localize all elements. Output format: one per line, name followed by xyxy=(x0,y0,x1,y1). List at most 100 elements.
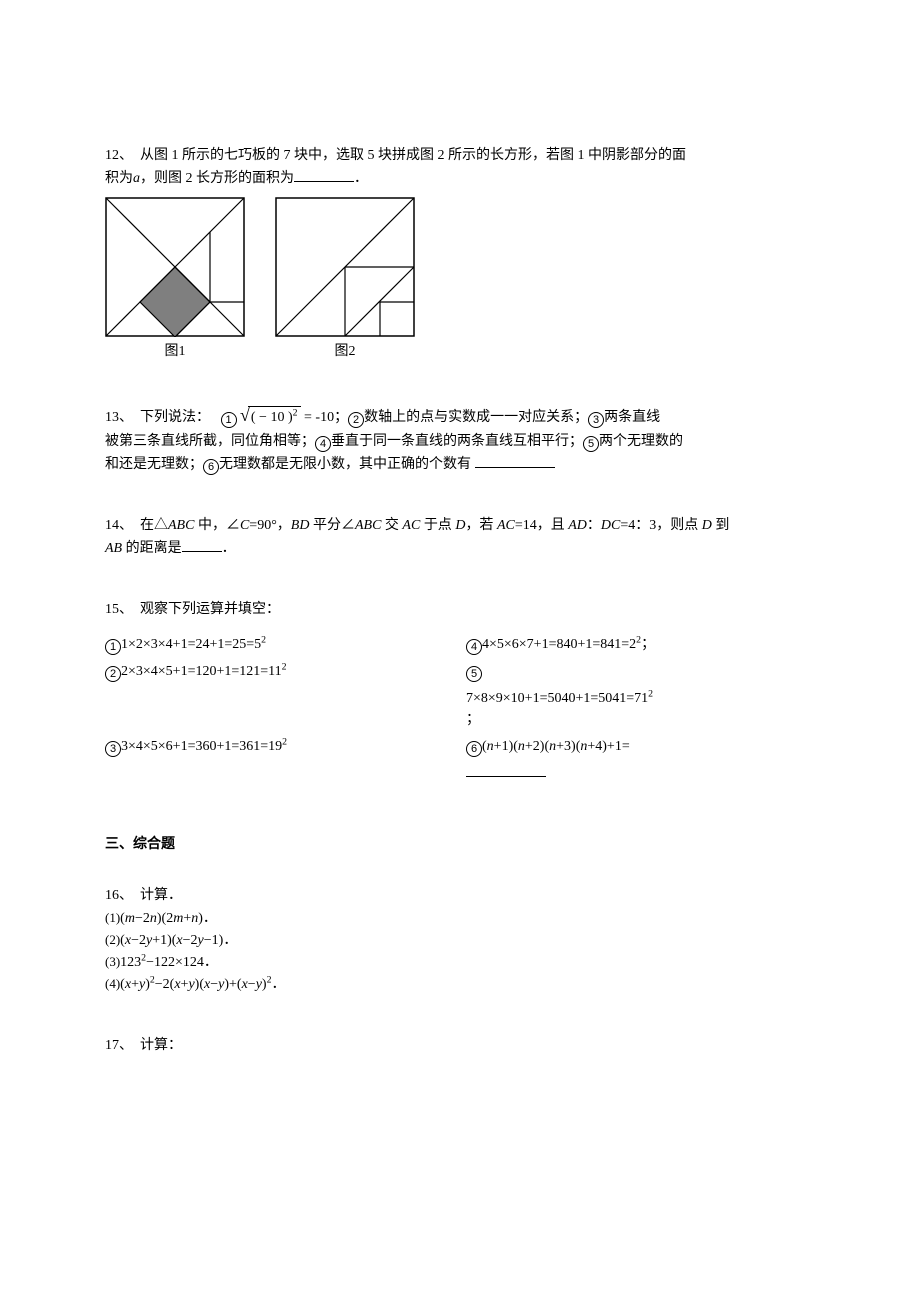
q16-s1m2: m xyxy=(173,911,183,926)
q12-fig2-svg xyxy=(275,197,415,337)
q16-s4: (4)(x+y)2−2(x+y)(x−y)+(x−y)2． xyxy=(105,974,815,995)
q15-grid: 11×2×3×4+1=24+1=25=52 22×3×4×5+1=120+1=1… xyxy=(105,634,815,784)
q13-t2: 数轴上的点与实数成一一对应关系； xyxy=(364,410,588,425)
q15-e6b: +1)( xyxy=(494,739,518,754)
q13-c5: 5 xyxy=(583,436,599,452)
q16-s3a: 123 xyxy=(120,955,141,970)
q13-c3: 3 xyxy=(588,412,604,428)
q15-n2: n xyxy=(518,739,525,754)
q15-num: 15、 xyxy=(105,602,133,617)
q15-c1: 1 xyxy=(105,639,121,655)
q16-s2d: −2 xyxy=(183,933,198,948)
q13-t3: 两条直线 xyxy=(604,410,660,425)
q13-sep1: ； xyxy=(334,410,348,425)
q12-text-a: 从图 1 所示的七巧板的 7 块中，选取 5 块拼成图 2 所示的长方形，若图 … xyxy=(140,148,686,163)
q13-sqrt-exp: 2 xyxy=(293,407,298,418)
q16-s2: (2)(x−2y+1)(x−2y−1)． xyxy=(105,930,815,951)
q16-title: 计算． xyxy=(140,888,182,903)
q13-line2a: 被第三条直线所截，同位角相等； xyxy=(105,434,315,449)
q16-s4h: )+( xyxy=(224,977,241,992)
q14-d2: D xyxy=(702,518,712,533)
q16-s4i: − xyxy=(248,977,256,992)
q16-num: 16、 xyxy=(105,888,133,903)
q14-c: C xyxy=(240,518,249,533)
q15-e5: 7×8×9×10+1=5040+1=5041=71 xyxy=(466,691,648,706)
q15-title: 观察下列运算并填空： xyxy=(140,602,280,617)
q13-c4: 4 xyxy=(315,436,331,452)
q16-s1: (1)(m−2n)(2m+n)． xyxy=(105,908,815,929)
q12-text-b-mid: ，则图 2 长方形的面积为 xyxy=(140,171,294,186)
q16-s2n: (2) xyxy=(105,932,120,947)
q16-s4n: (4) xyxy=(105,976,120,991)
q13-c2: 2 xyxy=(348,412,364,428)
q15-e6d: +3)( xyxy=(556,739,580,754)
q16-s1m: m xyxy=(125,911,135,926)
q16-s2c: +1)( xyxy=(152,933,176,948)
q15-item6-blank xyxy=(466,763,815,784)
q14-m10: 到 xyxy=(712,518,730,533)
q15-blank xyxy=(466,763,546,777)
q14-ac: AC xyxy=(402,518,420,533)
q13-line1: 13、 下列说法： 1 √( − 10 )2 = -10；2数轴上的点与实数成一… xyxy=(105,402,815,429)
q14-m9: =4：3，则点 xyxy=(620,518,701,533)
q14-m8: ： xyxy=(587,518,601,533)
question-13: 13、 下列说法： 1 √( − 10 )2 = -10；2数轴上的点与实数成一… xyxy=(105,402,815,475)
q12-line1: 12、 从图 1 所示的七巧板的 7 块中，选取 5 块拼成图 2 所示的长方形… xyxy=(105,145,815,166)
q14-pre: 在 xyxy=(140,518,154,533)
q14-num: 14、 xyxy=(105,518,133,533)
q14-dc: DC xyxy=(601,518,620,533)
q15-c3: 3 xyxy=(105,741,121,757)
question-17: 17、 计算： xyxy=(105,1035,815,1056)
q12-fig2-label: 图2 xyxy=(275,341,415,362)
q16-s2p: ． xyxy=(223,933,237,948)
q15-e4p: ； xyxy=(641,637,655,652)
q16-s4b: + xyxy=(131,977,139,992)
q14-m5: 于点 xyxy=(420,518,455,533)
question-16: 16、 计算． (1)(m−2n)(2m+n)． (2)(x−2y+1)(x−2… xyxy=(105,885,815,995)
q14-tri: △ xyxy=(154,518,168,533)
q13-t6: 无理数都是无限小数，其中正确的个数有 xyxy=(219,457,475,472)
q14-d: D xyxy=(455,518,465,533)
question-12: 12、 从图 1 所示的七巧板的 7 块中，选取 5 块拼成图 2 所示的长方形… xyxy=(105,145,815,362)
q14-m2: =90°， xyxy=(249,518,291,533)
q13-c6: 6 xyxy=(203,459,219,475)
q16-s1c: )(2 xyxy=(157,911,173,926)
q14-l2m: 的距离是 xyxy=(122,541,182,556)
q15-c2: 2 xyxy=(105,666,121,682)
q15-e1: 1×2×3×4+1=24+1=25=5 xyxy=(121,637,261,652)
q12-text-b-pre: 积为 xyxy=(105,171,133,186)
q14-ac2: AC xyxy=(497,518,515,533)
question-15: 15、 观察下列运算并填空： 11×2×3×4+1=24+1=25=52 22×… xyxy=(105,599,815,784)
q14-blank xyxy=(182,538,222,552)
q12-fig1-label: 图1 xyxy=(105,341,245,362)
q15-e2: 2×3×4×5+1=120+1=121=11 xyxy=(121,664,282,679)
q15-e4: 4×5×6×7+1=840+1=841=2 xyxy=(482,637,636,652)
q13-sqrt: √( − 10 )2 xyxy=(240,402,301,429)
q16-s3n: (3) xyxy=(105,954,120,969)
q14-line2: AB 的距离是． xyxy=(105,538,815,559)
q17-title: 计算： xyxy=(140,1038,182,1053)
q16-s1n: (1) xyxy=(105,910,120,925)
q16-s3b: −122×124． xyxy=(146,955,218,970)
q15-item5a: 5 xyxy=(466,661,815,682)
q16-s4f: )( xyxy=(195,977,204,992)
q13-line3: 和还是无理数；6无理数都是无限小数，其中正确的个数有 xyxy=(105,454,815,475)
section-3-title: 三、综合题 xyxy=(105,834,815,855)
q14-abc: ABC xyxy=(168,518,194,533)
q16-s4p: ． xyxy=(272,977,286,992)
q14-ad: AD xyxy=(568,518,587,533)
question-14: 14、 在△ABC 中，∠C=90°，BD 平分∠ABC 交 AC 于点 D，若… xyxy=(105,515,815,559)
q12-figures: 图1 图2 xyxy=(105,197,815,362)
q12-fig1-wrap: 图1 xyxy=(105,197,245,362)
q13-c1: 1 xyxy=(221,412,237,428)
q14-m6: ，若 xyxy=(465,518,497,533)
q15-e1x: 2 xyxy=(261,634,266,645)
q16-s4d: −2( xyxy=(155,977,175,992)
q14-l2p: ． xyxy=(222,541,236,556)
q15-item2: 22×3×4×5+1=120+1=121=112 xyxy=(105,661,454,682)
q12-var-a: a xyxy=(133,171,140,186)
q14-bd: BD xyxy=(291,518,310,533)
q15-c6: 6 xyxy=(466,741,482,757)
q15-item5b: 7×8×9×10+1=5040+1=5041=712 ； xyxy=(466,688,815,730)
q14-m4: 交 xyxy=(381,518,402,533)
